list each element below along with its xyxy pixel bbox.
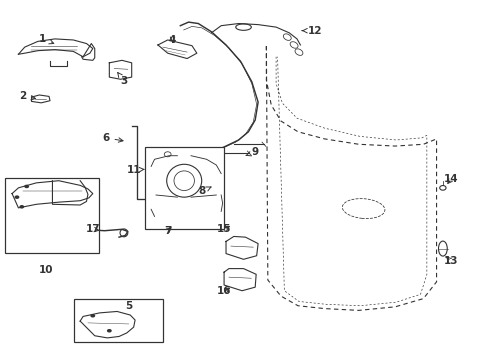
Text: 9: 9 <box>245 147 258 157</box>
Ellipse shape <box>20 205 24 208</box>
Text: 13: 13 <box>443 256 457 266</box>
Text: 11: 11 <box>126 165 143 175</box>
Text: 5: 5 <box>125 301 132 311</box>
FancyBboxPatch shape <box>145 147 224 229</box>
Ellipse shape <box>90 314 95 318</box>
Text: 6: 6 <box>102 133 123 143</box>
Ellipse shape <box>24 185 29 188</box>
Text: 1: 1 <box>39 34 54 44</box>
Text: 2: 2 <box>19 91 36 101</box>
Text: 12: 12 <box>302 26 322 36</box>
FancyBboxPatch shape <box>74 298 163 342</box>
Text: 7: 7 <box>163 226 171 236</box>
FancyBboxPatch shape <box>5 178 99 253</box>
Text: 10: 10 <box>39 265 53 275</box>
Text: 8: 8 <box>198 186 211 197</box>
Polygon shape <box>146 163 171 179</box>
Text: 3: 3 <box>118 72 127 86</box>
Ellipse shape <box>15 195 20 199</box>
Ellipse shape <box>107 329 112 333</box>
Text: 16: 16 <box>216 287 231 296</box>
Text: 4: 4 <box>168 35 176 45</box>
Text: 14: 14 <box>443 174 458 184</box>
Text: 15: 15 <box>216 224 231 234</box>
Text: 17: 17 <box>85 224 100 234</box>
